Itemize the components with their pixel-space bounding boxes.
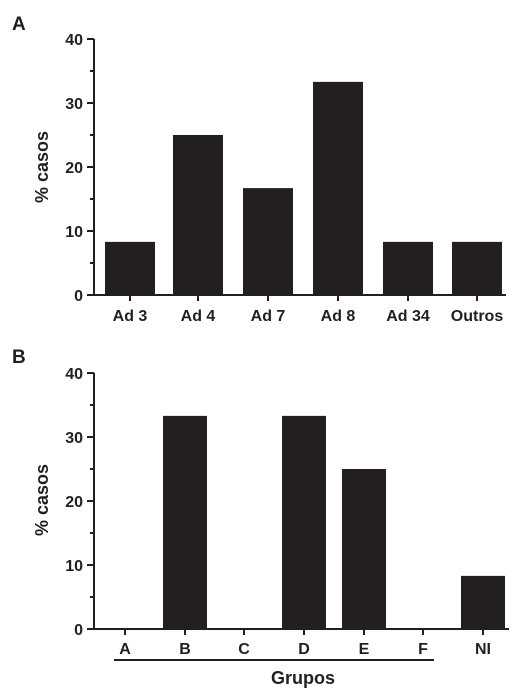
bars-a xyxy=(105,81,502,295)
x-tick-label: A xyxy=(119,641,131,658)
x-tick-label: Ad 8 xyxy=(321,308,356,325)
x-tick-label: Ad 34 xyxy=(386,308,430,325)
bar-b xyxy=(163,415,207,629)
bar-ad-7 xyxy=(243,188,293,295)
bars-b xyxy=(163,415,505,629)
x-tick-label: Ad 4 xyxy=(181,308,216,325)
y-tick-label: 20 xyxy=(65,494,83,511)
x-tick-label: Ad 7 xyxy=(251,308,286,325)
bar-e xyxy=(342,469,386,629)
y-tick-label: 40 xyxy=(65,366,83,383)
y-tick-label: 10 xyxy=(65,224,83,241)
bar-d xyxy=(282,415,326,629)
x-axis-label-b: Grupos xyxy=(271,668,335,688)
bar-ad-8 xyxy=(313,81,363,295)
y-tick-label: 0 xyxy=(74,622,83,639)
x-tick-label: C xyxy=(238,641,250,658)
bar-ad-3 xyxy=(105,241,155,295)
axes-a xyxy=(93,39,506,296)
panel-label-a: A xyxy=(12,14,26,35)
y-tick-label: 20 xyxy=(65,160,83,177)
x-tick-label: Outros xyxy=(451,308,504,325)
bar-ad-34 xyxy=(383,241,433,295)
y-tick-label: 40 xyxy=(65,32,83,49)
y-tick-label: 0 xyxy=(74,288,83,305)
y-axis-label-a: % casos xyxy=(32,131,52,203)
x-tick-label: NI xyxy=(475,641,491,658)
panel-b: B % casos 0 10 20 30 40 A B C D E F NI Grupos xyxy=(12,347,509,688)
x-tick-label: F xyxy=(418,641,428,658)
panel-label-b: B xyxy=(12,347,26,368)
y-ticks-b: 0 10 20 30 40 xyxy=(65,366,94,639)
x-categories-a: Ad 3 Ad 4 Ad 7 Ad 8 Ad 34 Outros xyxy=(113,295,504,325)
x-tick-label: Ad 3 xyxy=(113,308,148,325)
y-tick-label: 30 xyxy=(65,96,83,113)
x-categories-b: A B C D E F NI xyxy=(119,629,491,658)
y-ticks-a: 0 10 20 30 40 xyxy=(65,32,94,305)
y-tick-label: 10 xyxy=(65,558,83,575)
bar-outros xyxy=(452,241,502,295)
x-tick-label: B xyxy=(179,641,191,658)
bar-ad-4 xyxy=(173,135,223,295)
y-axis-label-b: % casos xyxy=(32,464,52,536)
x-tick-label: E xyxy=(359,641,370,658)
bar-ni xyxy=(461,575,505,629)
y-tick-label: 30 xyxy=(65,430,83,447)
x-tick-label: D xyxy=(298,641,310,658)
